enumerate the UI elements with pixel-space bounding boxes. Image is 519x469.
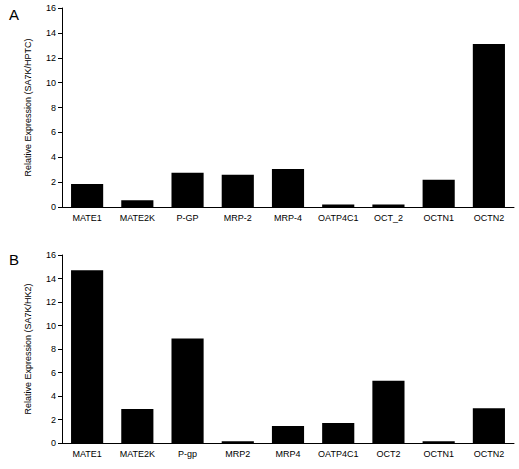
svg-text:6: 6 xyxy=(51,368,56,378)
svg-text:14: 14 xyxy=(46,28,56,38)
svg-text:10: 10 xyxy=(46,78,56,88)
svg-text:2: 2 xyxy=(51,177,56,187)
svg-text:OCTN2: OCTN2 xyxy=(474,449,505,459)
svg-text:Relative Expression (SA7K/HPTC: Relative Expression (SA7K/HPTC) xyxy=(23,38,33,176)
svg-text:P-gp: P-gp xyxy=(178,449,197,459)
svg-text:14: 14 xyxy=(46,274,56,284)
svg-text:MATE1: MATE1 xyxy=(72,213,101,223)
svg-text:16: 16 xyxy=(46,3,56,13)
svg-text:MATE1: MATE1 xyxy=(72,449,101,459)
svg-text:OCTN2: OCTN2 xyxy=(474,213,505,223)
svg-text:OATP4C1: OATP4C1 xyxy=(318,213,358,223)
svg-text:16: 16 xyxy=(46,250,56,260)
svg-text:12: 12 xyxy=(46,297,56,307)
svg-text:MRP2: MRP2 xyxy=(225,449,250,459)
svg-text:P-GP: P-GP xyxy=(177,213,199,223)
svg-text:12: 12 xyxy=(46,53,56,63)
svg-text:Relative Expression (SA7K/HK2): Relative Expression (SA7K/HK2) xyxy=(23,283,33,414)
svg-text:MRP4: MRP4 xyxy=(275,449,300,459)
svg-text:OCTN1: OCTN1 xyxy=(423,449,454,459)
svg-text:OCTN1: OCTN1 xyxy=(423,213,454,223)
svg-text:0: 0 xyxy=(51,202,56,212)
svg-text:MATE2K: MATE2K xyxy=(120,449,155,459)
svg-text:MRP-2: MRP-2 xyxy=(224,213,252,223)
svg-text:MATE2K: MATE2K xyxy=(120,213,155,223)
svg-text:OATP4C1: OATP4C1 xyxy=(318,449,358,459)
svg-text:10: 10 xyxy=(46,321,56,331)
svg-text:B: B xyxy=(9,251,19,268)
svg-text:A: A xyxy=(9,6,19,23)
svg-text:OCT2: OCT2 xyxy=(376,449,400,459)
svg-text:OCT_2: OCT_2 xyxy=(374,213,403,223)
svg-text:4: 4 xyxy=(51,152,56,162)
svg-text:MRP-4: MRP-4 xyxy=(274,213,302,223)
svg-text:8: 8 xyxy=(51,103,56,113)
svg-text:8: 8 xyxy=(51,344,56,354)
svg-text:0: 0 xyxy=(51,438,56,448)
svg-text:6: 6 xyxy=(51,127,56,137)
svg-text:4: 4 xyxy=(51,391,56,401)
svg-text:2: 2 xyxy=(51,415,56,425)
